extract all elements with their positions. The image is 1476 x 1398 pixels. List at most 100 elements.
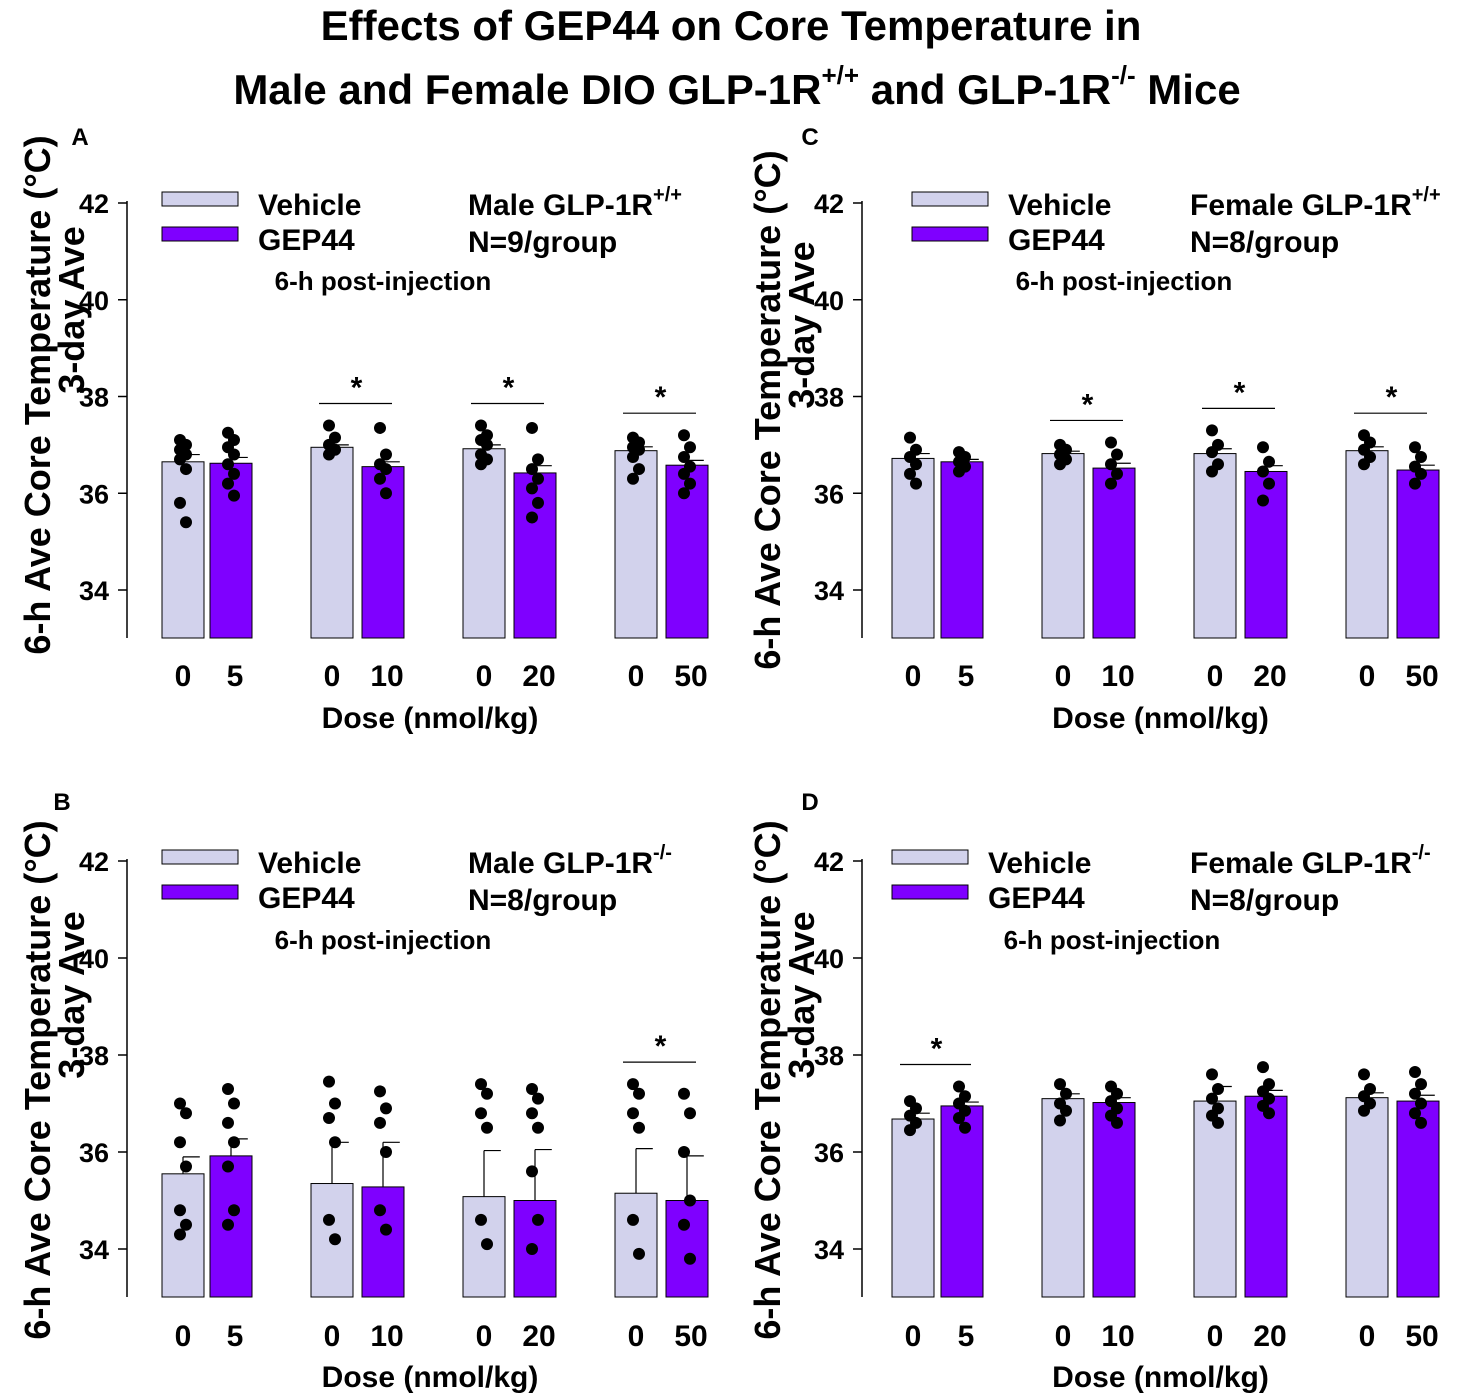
data-point xyxy=(1358,1104,1370,1117)
data-point xyxy=(532,1121,544,1134)
x-tick-label: 0 xyxy=(1359,1320,1376,1353)
bar-vehicle xyxy=(310,446,354,639)
panel-letter: D xyxy=(801,789,818,816)
data-point xyxy=(633,1087,645,1100)
data-point xyxy=(380,1146,392,1158)
bar-gep44 xyxy=(1244,1095,1288,1298)
x-tick-label: 0 xyxy=(1055,1320,1072,1353)
data-point xyxy=(1111,467,1123,480)
data-point xyxy=(1409,477,1421,490)
data-point xyxy=(481,1238,493,1251)
data-point xyxy=(684,441,696,454)
x-tick-label: 10 xyxy=(370,660,403,693)
data-point xyxy=(1358,458,1370,471)
x-tick-label: 50 xyxy=(1405,1320,1438,1353)
panel-b: B6-h Ave Core Temperature (°C)3-day Ave3… xyxy=(17,789,709,1394)
panel-letter: C xyxy=(801,124,818,151)
significance-asterisk: * xyxy=(655,1030,667,1063)
data-point xyxy=(222,458,234,471)
bar-pair-dose-50: 0 50 * xyxy=(1345,381,1440,693)
data-point xyxy=(910,477,922,490)
significance-asterisk: * xyxy=(1234,376,1246,409)
data-point xyxy=(1206,465,1218,478)
data-point xyxy=(904,467,916,480)
y-tick-label: 38 xyxy=(814,383,844,413)
data-point xyxy=(1105,436,1117,449)
significance-asterisk: * xyxy=(503,372,515,405)
x-tick-label: 20 xyxy=(522,660,555,693)
x-tick-label: 20 xyxy=(1253,1320,1286,1353)
y-tick-label: 42 xyxy=(814,189,844,219)
bar-vehicle xyxy=(161,461,205,639)
data-point xyxy=(1415,1097,1427,1110)
data-point xyxy=(374,1085,386,1098)
data-point xyxy=(684,1194,696,1207)
data-point xyxy=(1409,441,1421,454)
panel-letter: B xyxy=(53,789,70,816)
bar-pair-dose-20: 0 20 xyxy=(1193,1061,1288,1353)
data-point xyxy=(174,1097,186,1110)
significance-asterisk: * xyxy=(1386,381,1398,414)
data-point xyxy=(329,1233,341,1246)
panel-a: A6-h Ave Core Temperature (°C)3-day Ave3… xyxy=(17,124,709,735)
x-tick-label: 0 xyxy=(175,660,192,693)
data-point xyxy=(475,1213,487,1226)
data-point xyxy=(1358,1068,1370,1081)
data-point xyxy=(904,431,916,444)
x-tick-label: 0 xyxy=(1359,660,1376,693)
data-point xyxy=(959,1121,971,1134)
x-tick-label: 0 xyxy=(324,660,341,693)
data-point xyxy=(222,1218,234,1231)
y-tick-label: 38 xyxy=(79,383,109,413)
data-point xyxy=(174,1136,186,1149)
legend-swatch-vehicle xyxy=(161,191,239,207)
y-tick-label: 34 xyxy=(79,576,109,606)
data-point xyxy=(1212,1082,1224,1095)
bar-pair-dose-20: 0 20 xyxy=(462,1078,557,1353)
data-point xyxy=(684,1107,696,1120)
significance-asterisk: * xyxy=(931,1033,943,1066)
data-point xyxy=(323,419,335,432)
data-point xyxy=(1111,448,1123,461)
data-point xyxy=(532,1092,544,1105)
bar-pair-dose-20: 0 20 * xyxy=(1193,376,1288,693)
bar-vehicle xyxy=(1193,453,1237,639)
data-point xyxy=(1206,1068,1218,1081)
y-tick-label: 40 xyxy=(814,944,844,974)
bar-gep44 xyxy=(940,1105,984,1298)
data-point xyxy=(532,472,544,485)
y-axis-subtitle: 3-day Ave xyxy=(51,226,92,393)
n-per-group-label: N=9/group xyxy=(468,226,617,259)
data-point xyxy=(380,1102,392,1115)
data-point xyxy=(526,1243,538,1255)
data-point xyxy=(678,450,690,463)
y-tick-label: 34 xyxy=(814,1235,844,1265)
y-tick-label: 36 xyxy=(814,1138,844,1168)
data-point xyxy=(1257,465,1269,478)
y-axis-title: 6-h Ave Core Temperature (°C) xyxy=(747,820,788,1339)
x-tick-label: 5 xyxy=(227,1320,244,1353)
data-point xyxy=(627,1078,639,1091)
bar-gep44 xyxy=(1396,469,1440,639)
bar-gep44 xyxy=(1092,467,1136,639)
data-point xyxy=(1257,1061,1269,1074)
figure-title-line1: Effects of GEP44 on Core Temperature in xyxy=(321,2,1142,49)
y-tick-label: 36 xyxy=(79,479,109,509)
bar-gep44 xyxy=(1396,1100,1440,1298)
legend-label-vehicle: Vehicle xyxy=(1008,189,1111,222)
data-point xyxy=(481,438,493,451)
data-point xyxy=(678,429,690,442)
bar-gep44 xyxy=(209,462,253,639)
data-point xyxy=(1105,477,1117,490)
timepoint-note: 6-h post-injection xyxy=(275,266,492,296)
data-point xyxy=(526,421,538,434)
data-point xyxy=(1415,467,1427,480)
data-point xyxy=(678,487,690,500)
x-tick-label: 0 xyxy=(628,1320,645,1353)
bar-pair-dose-10: 0 10 * xyxy=(1041,388,1136,693)
data-point xyxy=(953,1080,965,1093)
data-point xyxy=(1060,1087,1072,1100)
y-axis-title: 6-h Ave Core Temperature (°C) xyxy=(17,135,58,654)
data-point xyxy=(678,1146,690,1158)
